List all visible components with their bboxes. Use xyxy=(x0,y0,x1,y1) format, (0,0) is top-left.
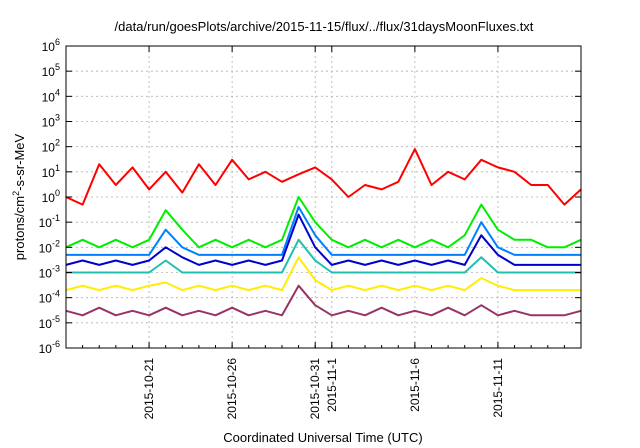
y-tick-label: 103 xyxy=(42,113,60,130)
y-tick-label: 10-1 xyxy=(39,213,60,230)
x-tick-label: 2015-10-31 xyxy=(308,358,322,420)
y-tick-label: 104 xyxy=(42,87,60,104)
y-tick-label: 10-6 xyxy=(39,339,60,356)
x-tick-label: 2015-10-21 xyxy=(142,358,156,420)
x-axis-label: Coordinated Universal Time (UTC) xyxy=(223,430,422,445)
series-line-5 xyxy=(66,238,581,274)
y-tick-label: 10-2 xyxy=(39,238,60,255)
y-tick-label: 102 xyxy=(42,138,60,155)
y-tick-label: 10-5 xyxy=(39,314,60,331)
y-tick-label: 101 xyxy=(42,163,60,180)
y-axis-label: protons/cm2-s-sr-MeV xyxy=(11,133,27,260)
series-line-3 xyxy=(66,206,581,256)
y-tick-label: 106 xyxy=(42,37,60,54)
x-tick-label: 2015-11-6 xyxy=(408,358,422,412)
chart-title: /data/run/goesPlots/archive/2015-11-15/f… xyxy=(115,19,534,34)
series-line-2 xyxy=(65,196,582,249)
y-tick-label: 105 xyxy=(42,62,60,79)
y-tick-label: 100 xyxy=(42,188,60,205)
grid-lines xyxy=(66,46,581,348)
series-layer xyxy=(65,148,582,317)
y-tick-label: 10-3 xyxy=(39,264,60,281)
series-line-1 xyxy=(65,148,582,206)
plot-frame xyxy=(65,45,582,349)
x-tick-label: 2015-10-26 xyxy=(225,358,239,420)
series-line-7 xyxy=(65,284,582,317)
y-tick-label: 10-4 xyxy=(39,289,60,306)
x-tick-label: 2015-11-11 xyxy=(491,358,505,418)
y-axis: 10-6 10-5 10-4 10-3 10-2 10-1 100 101 102 103 104 1… xyxy=(39,37,581,356)
x-tick-label: 2015-11-1 xyxy=(325,358,339,412)
series-line-6 xyxy=(65,256,581,292)
series-line-4 xyxy=(65,213,581,266)
x-axis: 2015-10-21 2015-10-26 2015-10-31 2015-11-1 2… xyxy=(65,46,582,420)
